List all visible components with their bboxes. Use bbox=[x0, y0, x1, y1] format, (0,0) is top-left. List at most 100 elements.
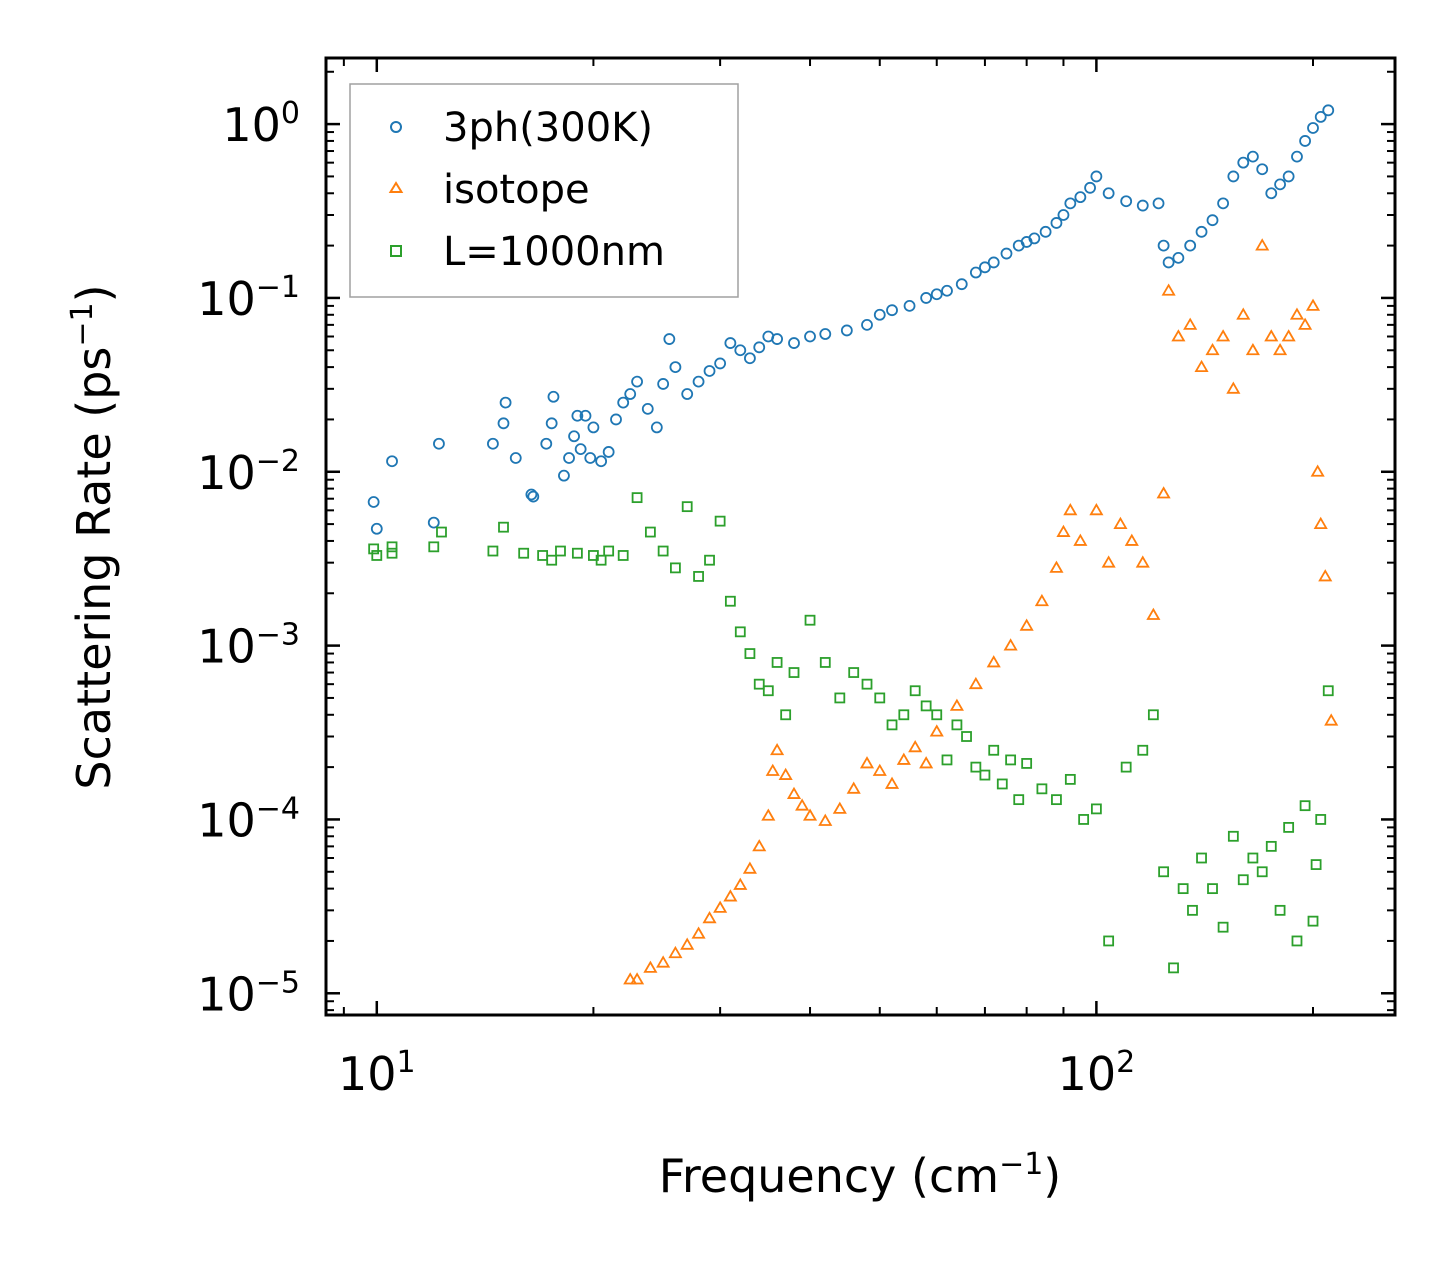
data-point-square bbox=[771, 657, 783, 668]
data-point-triangle bbox=[1236, 307, 1251, 320]
data-point-square bbox=[681, 501, 693, 513]
data-point-square bbox=[498, 521, 509, 533]
legend-marker-3ph bbox=[390, 121, 402, 133]
data-point-square bbox=[1137, 744, 1149, 756]
data-point-circle bbox=[1084, 181, 1096, 194]
series-0 bbox=[367, 104, 1335, 535]
data-point-circle bbox=[886, 304, 898, 317]
data-point-circle bbox=[1050, 217, 1063, 229]
legend-label-L1000nm: L=1000nm bbox=[443, 229, 665, 275]
data-point-triangle bbox=[1324, 713, 1339, 726]
data-point-triangle bbox=[770, 742, 785, 756]
data-point-circle bbox=[669, 361, 682, 374]
data-point-circle bbox=[903, 299, 916, 312]
plot-frame bbox=[324, 56, 1397, 1017]
data-point-square bbox=[555, 545, 566, 557]
data-point-triangle bbox=[713, 900, 728, 913]
data-point-triangle bbox=[846, 781, 861, 794]
data-point-triangle bbox=[1216, 329, 1231, 342]
data-point-circle bbox=[1314, 110, 1327, 123]
data-point-square bbox=[1177, 883, 1189, 895]
data-point-square bbox=[1064, 773, 1076, 785]
data-point-circle bbox=[499, 396, 512, 409]
data-point-square bbox=[804, 614, 816, 626]
data-point-circle bbox=[734, 344, 747, 357]
data-point-circle bbox=[819, 328, 832, 340]
data-point-circle bbox=[657, 378, 670, 390]
data-point-circle bbox=[1195, 225, 1208, 238]
data-point-square bbox=[1051, 794, 1062, 806]
data-point-triangle bbox=[859, 756, 875, 769]
data-point-circle bbox=[979, 261, 991, 274]
x-tick-label-base: 10 bbox=[338, 1047, 397, 1101]
data-point-square bbox=[1147, 709, 1159, 721]
data-point-circle bbox=[1090, 170, 1103, 183]
data-point-circle bbox=[1172, 251, 1185, 264]
data-point-circle bbox=[969, 266, 982, 279]
y-tick-label-exp: −2 bbox=[256, 444, 300, 479]
x-tick-label-exp: 2 bbox=[1116, 1045, 1135, 1080]
data-point-triangle bbox=[1073, 533, 1088, 546]
legend: 3ph(300K) isotope L=1000nm bbox=[349, 83, 739, 298]
data-point-triangle bbox=[986, 655, 1001, 668]
data-point-triangle bbox=[949, 698, 964, 711]
data-point-triangle bbox=[818, 813, 833, 826]
major-ticks bbox=[326, 58, 1395, 1015]
data-point-triangle bbox=[680, 937, 695, 950]
data-point-circle bbox=[563, 452, 575, 464]
data-point-square bbox=[762, 685, 774, 697]
data-point-square bbox=[788, 667, 800, 678]
data-point-square bbox=[386, 541, 398, 553]
data-point-circle bbox=[1227, 170, 1240, 183]
data-point-triangle bbox=[1101, 555, 1116, 568]
data-point-triangle bbox=[1183, 317, 1198, 330]
data-point-square bbox=[670, 562, 681, 574]
data-point-circle bbox=[1000, 247, 1013, 260]
data-point-circle bbox=[610, 413, 622, 426]
data-point-triangle bbox=[1318, 569, 1333, 582]
data-point-circle bbox=[650, 421, 663, 434]
data-point-circle bbox=[509, 452, 522, 464]
data-point-square bbox=[753, 678, 765, 690]
x-axis-title-sup: −1 bbox=[999, 1147, 1043, 1182]
data-point-triangle bbox=[1281, 329, 1296, 342]
data-point-circle bbox=[587, 421, 600, 434]
data-point-triangle bbox=[1171, 329, 1186, 342]
data-point-circle bbox=[1256, 163, 1269, 176]
legend-marker-isotope bbox=[388, 181, 404, 193]
data-point-square bbox=[631, 492, 643, 504]
data-point-square bbox=[744, 648, 756, 659]
data-point-triangle bbox=[1003, 638, 1018, 651]
data-point-square bbox=[1120, 761, 1132, 773]
data-point-circle bbox=[624, 388, 637, 400]
data-point-circle bbox=[386, 455, 398, 468]
y-axis-title-main: Scattering Rate (ps bbox=[67, 347, 121, 790]
data-point-triangle bbox=[1273, 342, 1288, 356]
data-point-square bbox=[886, 719, 898, 731]
data-point-triangle bbox=[742, 861, 757, 874]
data-point-circle bbox=[1291, 150, 1303, 163]
data-point-circle bbox=[631, 375, 643, 388]
data-point-circle bbox=[804, 330, 816, 343]
data-point-triangle bbox=[929, 724, 944, 737]
data-point-square bbox=[1021, 758, 1033, 769]
y-tick-label-base: 10 bbox=[197, 272, 256, 326]
data-point-square bbox=[979, 769, 991, 781]
data-point-square bbox=[909, 685, 921, 697]
y-tick-label-base: 10 bbox=[197, 620, 256, 674]
data-point-circle bbox=[724, 337, 737, 349]
data-point-square bbox=[1310, 859, 1322, 870]
legend-label-3ph: 3ph(300K) bbox=[443, 105, 653, 151]
data-point-circle bbox=[1064, 197, 1077, 210]
data-point-circle bbox=[427, 516, 440, 529]
x-tick-labels: 101 102 bbox=[338, 1045, 1135, 1101]
data-point-circle bbox=[1246, 150, 1259, 163]
data-point-circle bbox=[1157, 239, 1170, 252]
data-point-square bbox=[951, 719, 963, 731]
data-point-circle bbox=[1074, 191, 1087, 204]
data-point-square bbox=[848, 667, 860, 678]
y-tick-label: 100 bbox=[222, 96, 300, 152]
data-point-square bbox=[1315, 814, 1327, 825]
data-point-circle bbox=[753, 341, 766, 354]
data-point-circle bbox=[681, 388, 694, 400]
